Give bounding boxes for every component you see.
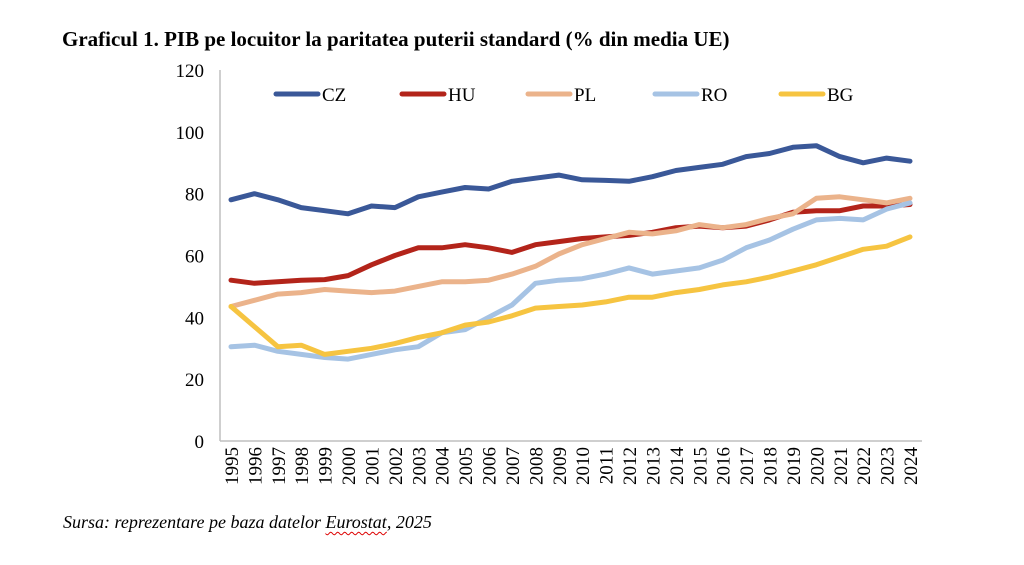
x-tick-label: 2005	[456, 447, 477, 485]
legend-label: PL	[574, 85, 596, 106]
x-tick-label: 1998	[292, 447, 313, 485]
x-tick-label: 2009	[550, 447, 571, 485]
source-suffix: , 2025	[386, 512, 432, 532]
x-tick-label: 1999	[316, 447, 337, 485]
x-tick-label: 2021	[831, 447, 852, 485]
x-tick-label: 2002	[386, 447, 407, 485]
x-tick-label: 2000	[339, 447, 360, 485]
y-tick-label: 60	[185, 247, 204, 268]
x-tick-label: 2006	[480, 447, 501, 485]
legend-label: BG	[827, 85, 854, 106]
x-tick-label: 2023	[878, 447, 899, 485]
x-tick-label: 2013	[643, 447, 664, 485]
x-tick-label: 2019	[784, 447, 805, 485]
x-tick-label: 1997	[269, 447, 290, 485]
legend-item-hu: HU	[399, 85, 476, 106]
x-tick-label: 2022	[854, 447, 875, 485]
series-line-pl	[228, 194, 913, 309]
x-tick-label: 1996	[245, 447, 266, 485]
y-tick-label: 20	[185, 370, 204, 391]
x-tick-label: 2017	[737, 447, 758, 485]
series-line-bg	[228, 234, 913, 357]
x-tick-label: 2008	[526, 447, 547, 485]
series-lines	[228, 143, 913, 362]
x-tick-label: 2010	[573, 447, 594, 485]
y-tick-label: 100	[176, 123, 205, 144]
y-tick-label: 80	[185, 185, 204, 206]
y-tick-label: 40	[185, 308, 204, 329]
legend-label: HU	[448, 85, 476, 106]
series-line-ro	[228, 200, 913, 362]
x-tick-label: 2016	[714, 447, 735, 485]
x-tick-label: 2015	[690, 447, 711, 485]
legend-item-pl: PL	[525, 85, 596, 106]
x-tick-label: 2004	[433, 447, 454, 486]
source-eurostat: Eurostat	[325, 512, 387, 532]
x-tick-label: 2020	[807, 447, 828, 485]
series-line-cz	[228, 143, 913, 217]
x-tick-label: 2003	[409, 447, 430, 485]
legend-item-bg: BG	[778, 85, 854, 106]
source-note: Sursa: reprezentare pe baza datelor Euro…	[63, 512, 432, 533]
x-tick-label: 2007	[503, 447, 524, 485]
chart-title: Graficul 1. PIB pe locuitor la paritatea…	[62, 27, 730, 51]
legend: CZ HU PL RO BG	[273, 85, 854, 106]
legend-item-ro: RO	[652, 85, 727, 106]
x-tick-label: 1995	[222, 447, 243, 485]
legend-label: RO	[701, 85, 727, 106]
legend-item-cz: CZ	[273, 85, 346, 106]
x-tick-label: 2018	[761, 447, 782, 485]
x-tick-label: 2011	[597, 447, 618, 484]
x-tick-label: 2014	[667, 447, 688, 486]
source-prefix: Sursa: reprezentare pe baza datelor	[63, 512, 326, 532]
y-tick-label: 120	[176, 61, 205, 82]
series-line-hu	[228, 202, 913, 286]
x-tick-label: 2024	[901, 447, 922, 486]
x-tick-label: 2012	[620, 447, 641, 485]
legend-label: CZ	[322, 85, 346, 106]
x-tick-label: 2001	[362, 447, 383, 485]
y-tick-label: 0	[195, 432, 205, 453]
